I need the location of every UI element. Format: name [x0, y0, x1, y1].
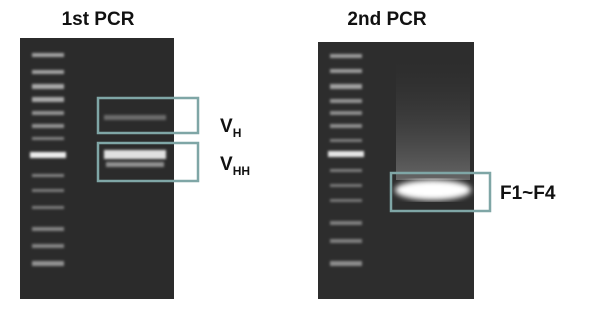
ladder-left [30, 53, 66, 266]
label-main: V [220, 154, 233, 175]
label-sub: H [233, 126, 242, 140]
highlight-box [96, 141, 200, 183]
ladder-right [328, 54, 364, 266]
gel-right [318, 42, 474, 299]
sample-band [395, 180, 471, 200]
band-label: VH [220, 116, 241, 140]
smear [396, 60, 470, 180]
band-label: F1~F4 [500, 183, 556, 204]
highlight-box [96, 96, 200, 135]
sample-left [104, 115, 166, 167]
panel-title: 2nd PCR [347, 9, 426, 30]
panel-title: 1st PCR [62, 9, 135, 30]
band-label: VHH [220, 154, 250, 178]
highlight-box [389, 171, 492, 213]
label-main: V [220, 116, 233, 137]
label-sub: HH [233, 164, 250, 178]
